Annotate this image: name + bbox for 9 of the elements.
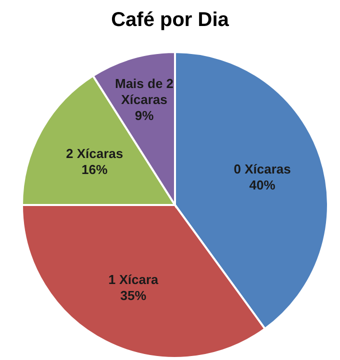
data-label: 35% [120, 287, 147, 302]
data-label: 40% [249, 177, 276, 192]
data-label: 9% [134, 108, 154, 123]
slice-label: 1 Xícara [108, 271, 160, 286]
slice-label: 2 Xícaras [66, 145, 124, 160]
slice-label: 0 Xícaras [234, 161, 291, 176]
chart-title: Café por Dia [110, 8, 230, 33]
slice-label: Mais de 2 Xícaras [115, 76, 174, 107]
data-label: 16% [82, 161, 108, 176]
